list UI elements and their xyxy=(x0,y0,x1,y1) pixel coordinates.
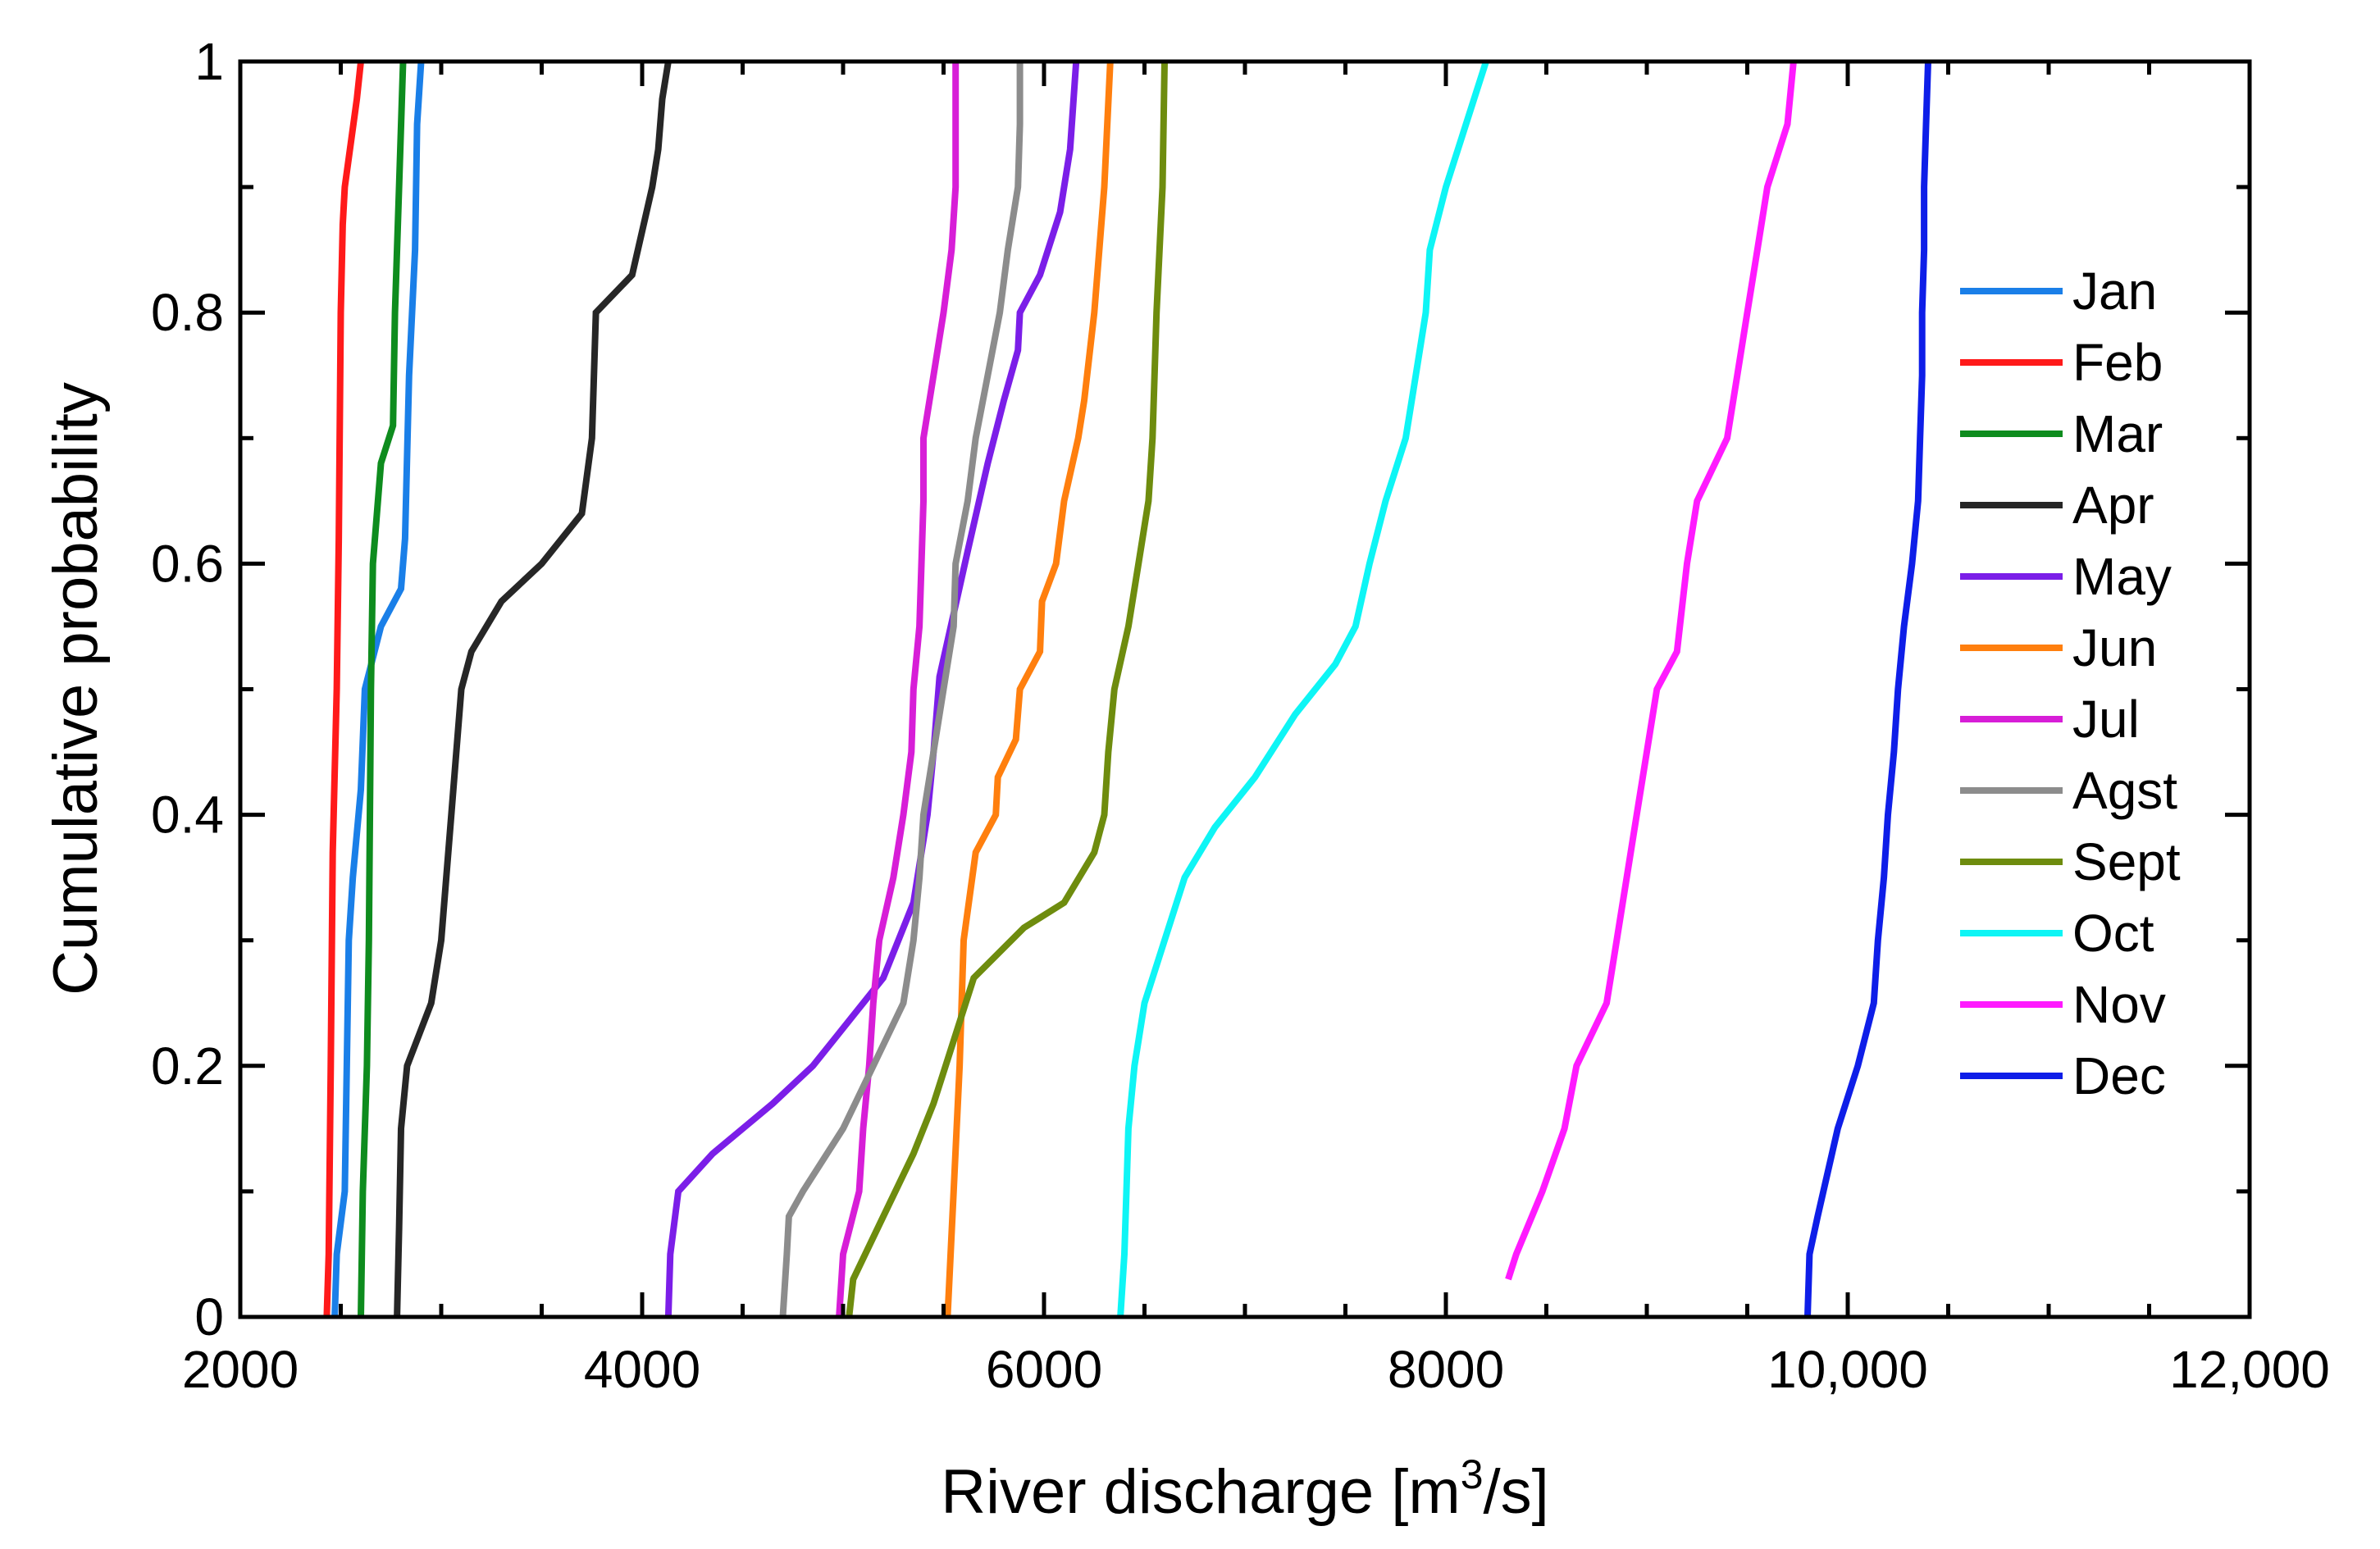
legend-label-jul: Jul xyxy=(2072,690,2140,749)
x-tick-label: 6000 xyxy=(986,1340,1102,1399)
legend-label-dec: Dec xyxy=(2072,1046,2166,1105)
legend-label-jan: Jan xyxy=(2072,262,2157,321)
series-line-jun xyxy=(944,61,1114,1318)
y-tick-label: 0 xyxy=(194,1287,224,1346)
series-line-agst xyxy=(779,62,1024,1318)
x-axis-label-main: River discharge [m xyxy=(941,1457,1461,1527)
series-line-jan xyxy=(331,61,425,1318)
legend-label-may: May xyxy=(2072,547,2172,606)
x-axis-label: River discharge [m3/s] xyxy=(941,1451,1549,1527)
x-tick-label: 10,000 xyxy=(1767,1340,1928,1399)
y-tick-label: 0.4 xyxy=(151,786,224,845)
series-line-sept xyxy=(846,61,1168,1318)
legend-label-nov: Nov xyxy=(2072,975,2166,1034)
series-line-oct xyxy=(1117,60,1489,1318)
legend-label-feb: Feb xyxy=(2072,333,2163,392)
ticks-layer: 2000 4000 6000 8000 10,000 12,000 0 0.2 0.4 0.6 0.… xyxy=(151,32,2330,1399)
series-line-nov xyxy=(1505,61,1797,1281)
x-tick-label: 8000 xyxy=(1388,1340,1504,1399)
y-tick-label: 0.2 xyxy=(151,1036,224,1096)
series-line-feb xyxy=(323,61,364,1318)
legend-label-agst: Agst xyxy=(2072,761,2177,820)
series-line-may xyxy=(664,61,1080,1318)
legend-label-apr: Apr xyxy=(2072,476,2154,535)
y-tick-label: 0.6 xyxy=(151,534,224,593)
plot-frame xyxy=(238,59,2252,1319)
y-tick-label: 0.8 xyxy=(151,283,224,342)
series-line-dec xyxy=(1804,61,1931,1318)
x-tick-label: 12,000 xyxy=(2169,1340,2330,1399)
x-axis-label-end: /s] xyxy=(1484,1457,1549,1527)
x-tick-label: 4000 xyxy=(584,1340,700,1399)
series-layer xyxy=(323,60,1931,1318)
series-line-jul xyxy=(836,62,960,1318)
legend-label-jun: Jun xyxy=(2072,618,2157,677)
series-line-mar xyxy=(358,61,407,1318)
legend-label-sept: Sept xyxy=(2072,832,2181,891)
series-line-apr xyxy=(394,61,672,1318)
legend-label-oct: Oct xyxy=(2072,904,2154,963)
x-tick-label: 2000 xyxy=(182,1340,299,1399)
legend-label-mar: Mar xyxy=(2072,404,2163,463)
y-tick-label: 1 xyxy=(194,32,224,91)
legend: Jan Feb Mar Apr May Jun Jul Agst Sept Oct Nov Dec xyxy=(1960,262,2181,1105)
y-axis-label: Cumulative probability xyxy=(41,382,111,995)
x-axis-label-superscript: 3 xyxy=(1461,1451,1484,1497)
